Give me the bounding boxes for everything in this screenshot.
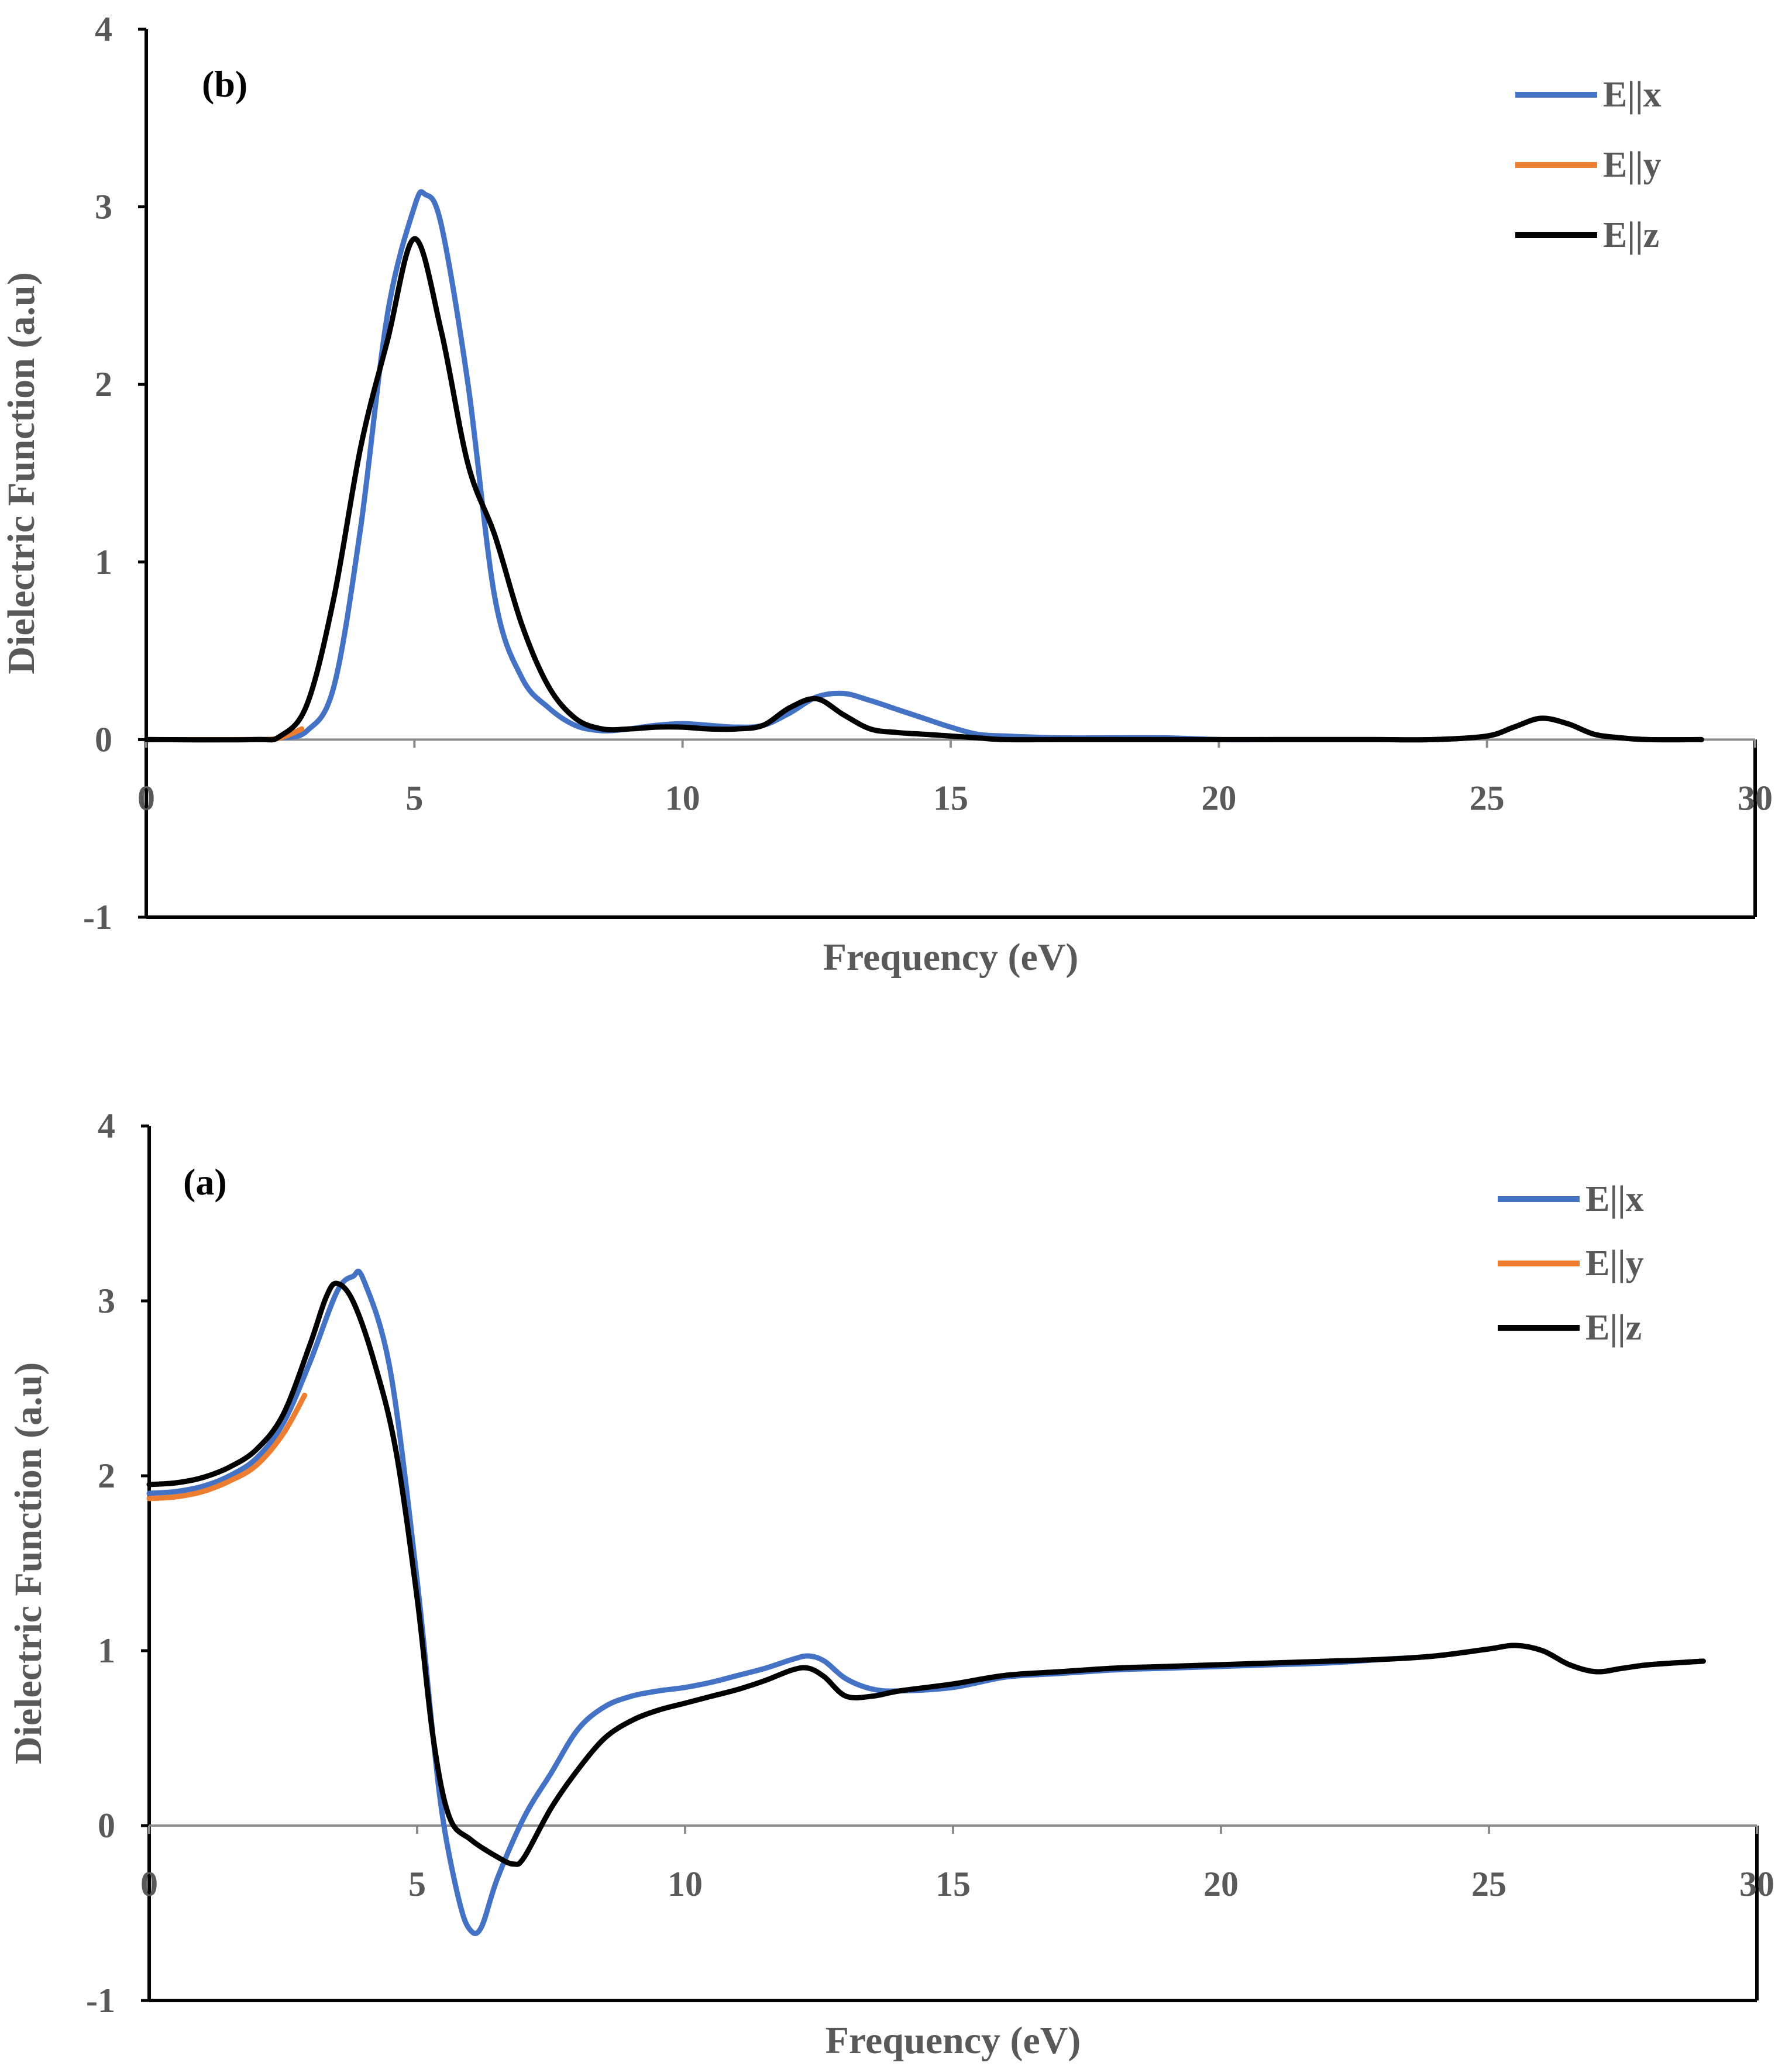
panel-label: (a): [183, 1161, 227, 1203]
series-line-ez: [146, 1280, 1706, 1867]
x-axis-title: Frequency (eV): [826, 2019, 1081, 2062]
y-tick-label: 3: [95, 188, 112, 226]
series-line-ex: [146, 1268, 1706, 1936]
x-tick-label: 0: [140, 1865, 158, 1903]
x-tick-label: 15: [935, 1865, 971, 1903]
legend-label: E||x: [1603, 75, 1662, 115]
x-tick-label: 30: [1738, 779, 1773, 817]
x-axis-title: Frequency (eV): [823, 936, 1079, 979]
y-tick-label: 1: [98, 1631, 115, 1670]
legend-label: E||z: [1603, 215, 1659, 255]
x-tick-label: 25: [1470, 779, 1505, 817]
legend-label: E||z: [1585, 1308, 1642, 1348]
series-line-ey: [146, 1393, 308, 1502]
y-tick-label: 0: [98, 1806, 115, 1845]
x-tick-label: 20: [1203, 1865, 1239, 1903]
y-axis-title: Dielectric Function (a.u): [7, 1362, 50, 1764]
legend-label: E||y: [1603, 145, 1662, 185]
y-tick-label: 4: [95, 10, 112, 49]
x-tick-label: 25: [1471, 1865, 1506, 1903]
panel-label: (b): [202, 63, 247, 105]
y-tick-label: 3: [98, 1282, 115, 1320]
x-tick-label: 10: [668, 1865, 703, 1903]
legend-label: E||y: [1585, 1244, 1644, 1283]
y-tick-label: 1: [95, 543, 112, 581]
x-tick-label: 15: [933, 779, 968, 817]
x-tick-label: 0: [137, 779, 155, 817]
x-tick-label: 5: [405, 779, 423, 817]
legend-label: E||x: [1585, 1179, 1644, 1219]
y-tick-label: 4: [98, 1107, 115, 1145]
x-tick-label: 5: [408, 1865, 426, 1903]
series-line-ez: [143, 236, 1704, 743]
panel-a: -1 0 1 2 3 4 0 5 10 15 20 25 30 Frequency (eV) Dielect…: [7, 1107, 1774, 2062]
x-tick-label: 20: [1201, 779, 1236, 817]
y-tick-label: -1: [86, 1981, 115, 2020]
y-tick-label: 2: [98, 1456, 115, 1495]
y-tick-label: -1: [83, 898, 112, 936]
x-tick-label: 30: [1739, 1865, 1774, 1903]
y-axis-title: Dielectric Function (a.u): [0, 272, 43, 674]
panel-b: -1 0 1 2 3 4 0 5 10 15 20 25 30 Frequency (eV) Dielect…: [0, 10, 1773, 979]
x-tick-label: 10: [665, 779, 700, 817]
y-tick-label: 2: [95, 365, 112, 404]
series-line-ex: [143, 189, 1704, 743]
y-tick-label: 0: [95, 720, 112, 759]
